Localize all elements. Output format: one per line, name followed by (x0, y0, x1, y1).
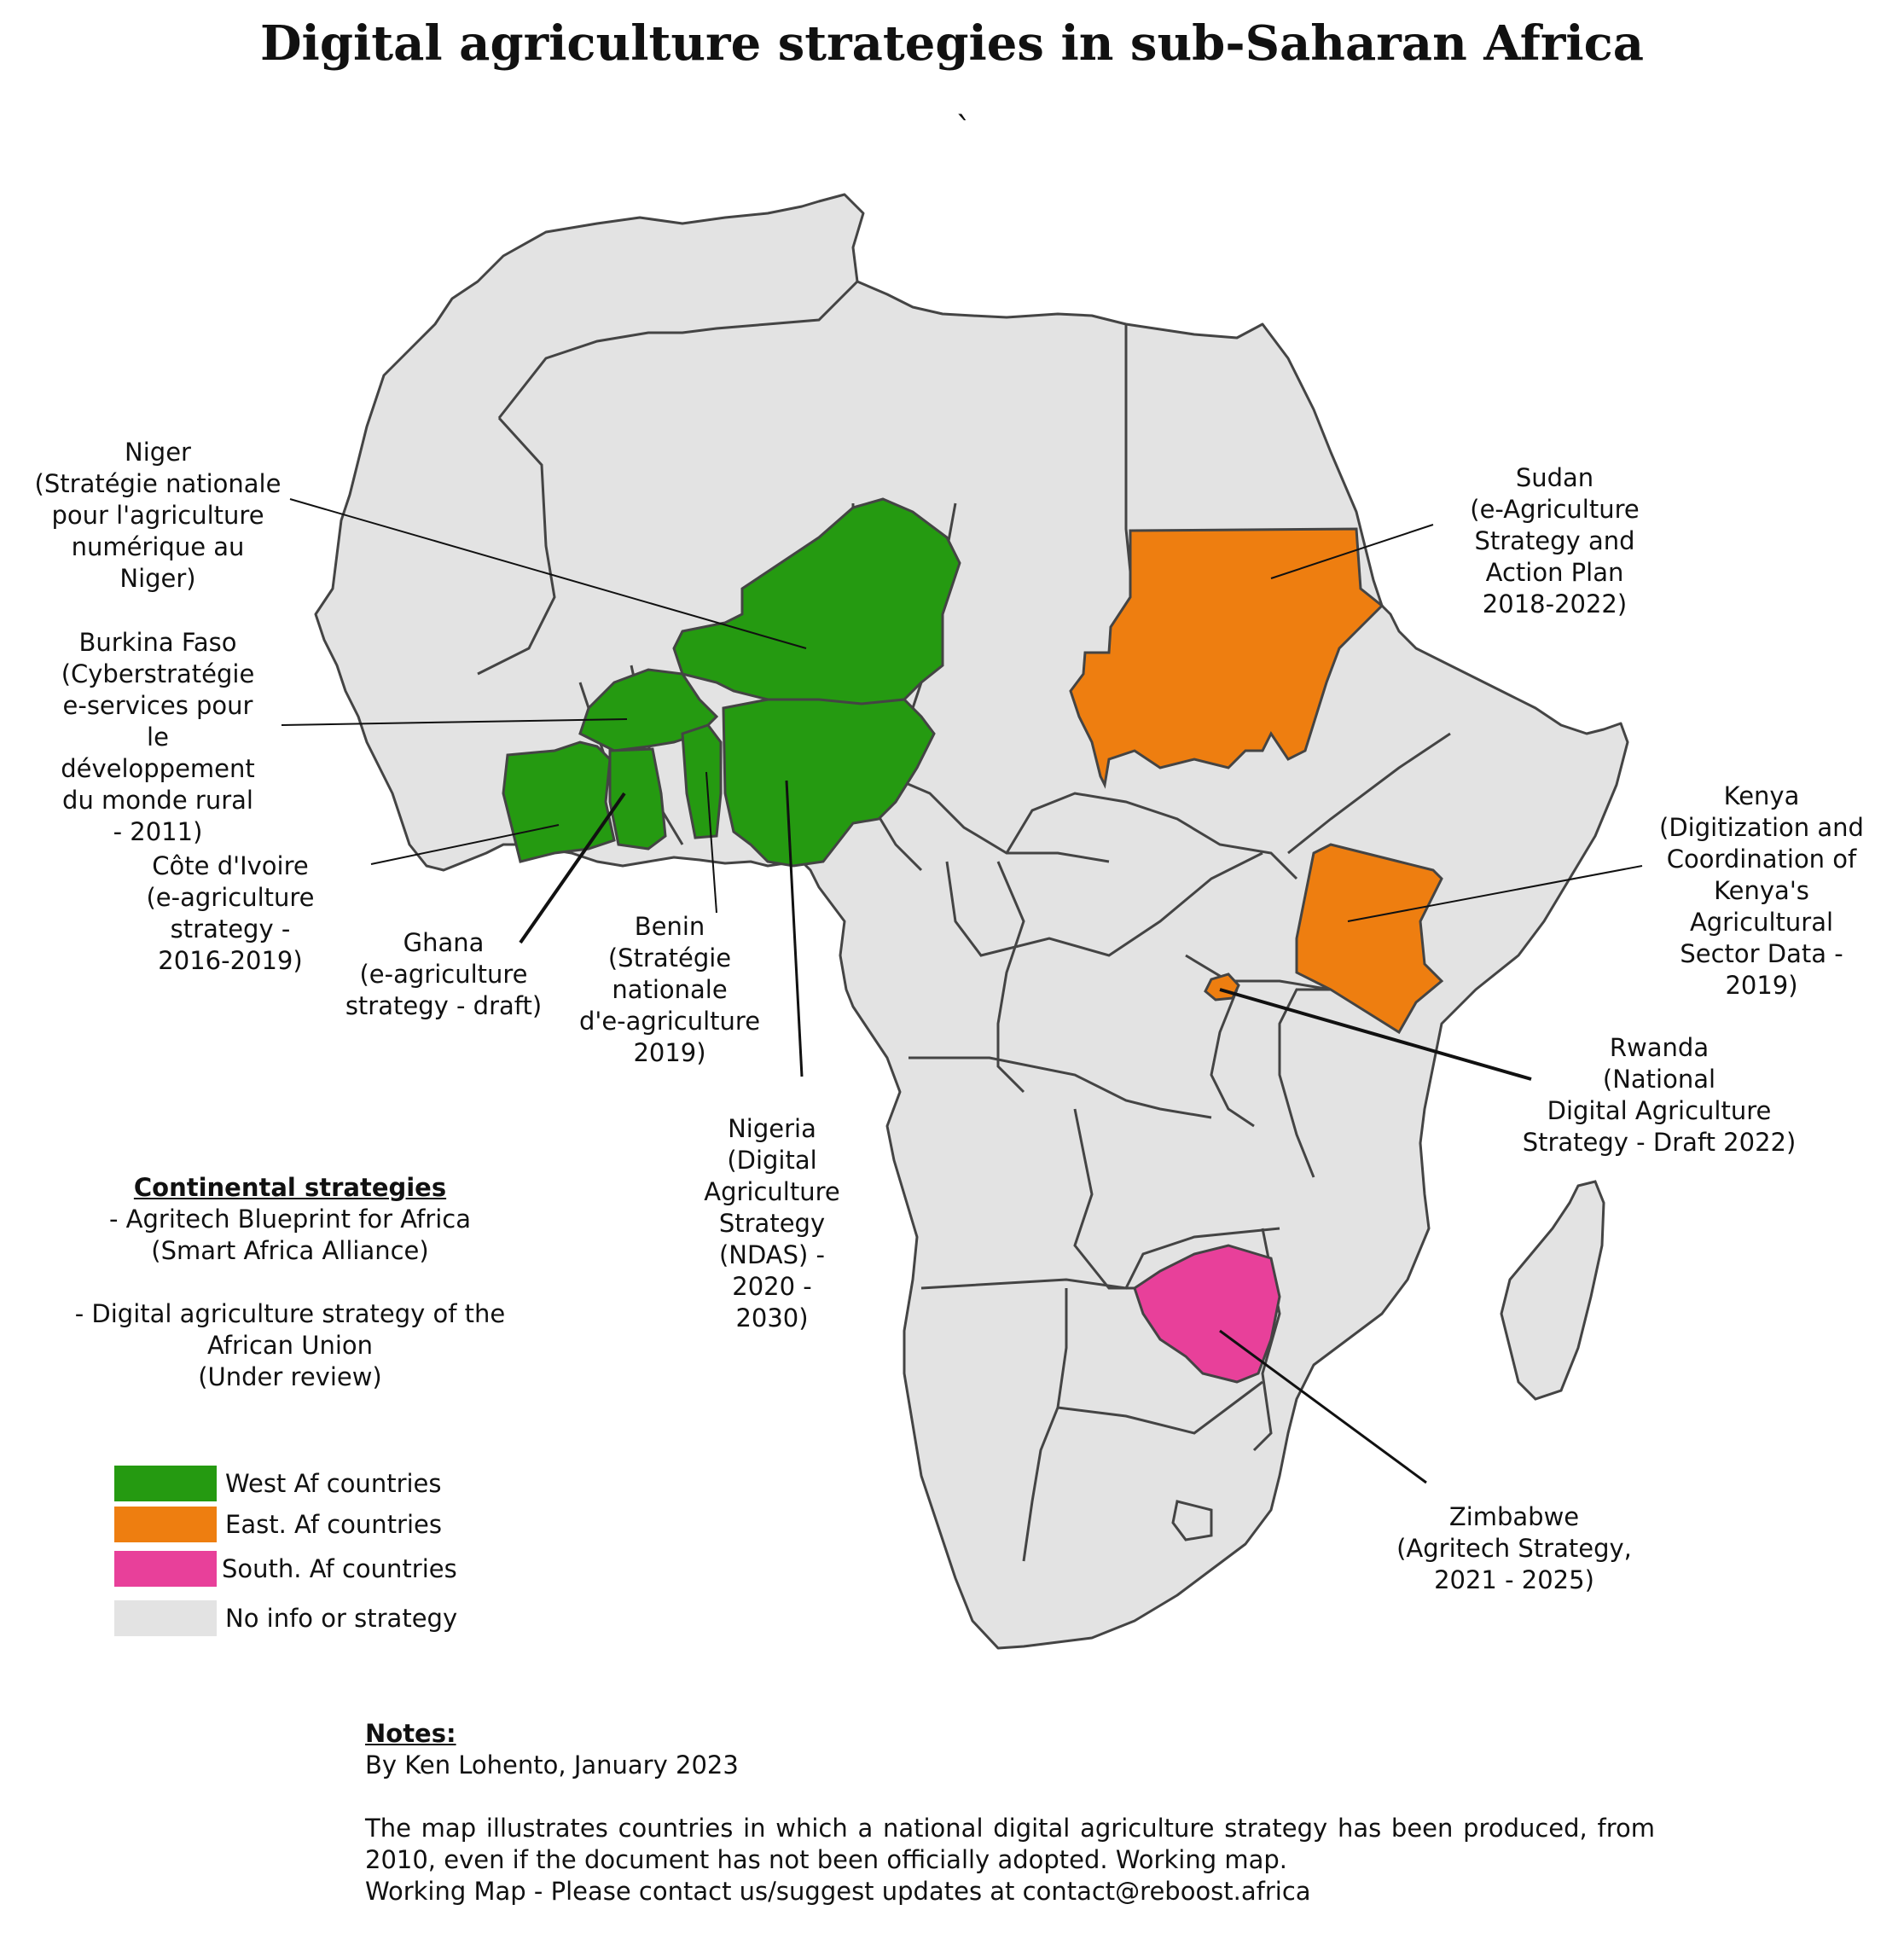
continental-item: - Digital agriculture strategy of the Af… (74, 1299, 506, 1391)
label-kenya: Kenya (Digitization and Coordination of … (1659, 781, 1864, 1000)
country-benin (681, 723, 723, 839)
label-rwanda: Rwanda (National Digital Agriculture Str… (1522, 1033, 1797, 1157)
notes: Notes: By Ken Lohento, January 2023 The … (365, 1718, 1655, 1907)
label-burkina-faso: Burkina Faso (Cyberstratégie e-services … (61, 628, 255, 846)
label-sudan: Sudan (e-Agriculture Strategy and Action… (1470, 463, 1640, 618)
label-nigeria: Nigeria (Digital Agriculture Strategy (N… (704, 1114, 840, 1332)
label-niger: Niger (Stratégie nationale pour l'agricu… (34, 438, 282, 593)
country-ghana (608, 747, 667, 851)
continental-title: Continental strategies (133, 1173, 447, 1202)
legend-swatch-east (114, 1507, 217, 1542)
legend-label: East. Af countries (225, 1510, 442, 1539)
internal-borders (477, 280, 1451, 1562)
legend-swatch-south (114, 1551, 217, 1587)
country-nigeria (722, 698, 936, 868)
label-cote-divoire: Côte d'Ivoire (e-agriculture strategy - … (146, 851, 315, 975)
map-title: Digital agriculture strategies in sub-Sa… (259, 15, 1645, 72)
leader-lines (281, 498, 1643, 1484)
country-cote-divoire (502, 740, 616, 863)
legend-swatch-west (114, 1466, 217, 1501)
label-zimbabwe: Zimbabwe (Agritech Strategy, 2021 - 2025… (1396, 1502, 1632, 1594)
label-benin: Benin (Stratégie nationale d'e-agricultu… (578, 912, 761, 1067)
continental-item: - Agritech Blueprint for Africa (Smart A… (109, 1205, 471, 1265)
continental-strategies: Continental strategies - Agritech Bluepr… (51, 1172, 529, 1393)
label-ghana: Ghana (e-agriculture strategy - draft) (345, 928, 543, 1020)
notes-title: Notes: (365, 1719, 456, 1748)
legend-label: West Af countries (225, 1469, 442, 1498)
notes-body: The map illustrates countries in which a… (365, 1814, 1655, 1874)
country-kenya (1295, 843, 1444, 1035)
notes-author: By Ken Lohento, January 2023 (365, 1750, 739, 1780)
legend-swatch-none (114, 1600, 217, 1636)
country-sudan (1069, 527, 1384, 789)
notes-contact: Working Map - Please contact us/suggest … (365, 1877, 1311, 1906)
legend-label: No info or strategy (225, 1604, 458, 1633)
title-mark: ` (955, 111, 972, 150)
legend-label: South. Af countries (222, 1554, 457, 1583)
africa-landmass (314, 193, 1629, 1650)
madagascar (1500, 1180, 1605, 1401)
